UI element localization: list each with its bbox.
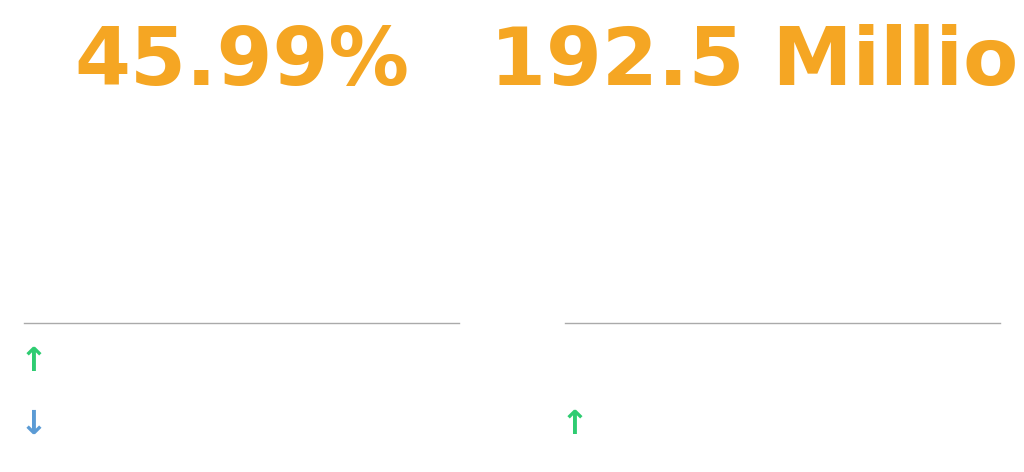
Text: ↑: ↑ [19, 345, 48, 378]
Text: acres of crops in U.S. are
experiencing drought
conditions this week.: acres of crops in U.S. are experiencing … [586, 189, 979, 295]
Text: 0.0%  since last week: 0.0% since last week [613, 346, 983, 376]
Text: ↑: ↑ [560, 408, 589, 441]
Text: 192.5 Million: 192.5 Million [489, 24, 1024, 101]
Text: 45.99%: 45.99% [74, 24, 410, 101]
Text: 1.8%  since last month: 1.8% since last month [613, 410, 1004, 439]
Text: 0.1%  since last week: 0.1% since last week [73, 346, 442, 376]
Text: of the U.S. and 55.01% of
the lower 48 states are in
drought this week.: of the U.S. and 55.01% of the lower 48 s… [40, 189, 443, 295]
Text: —: — [558, 345, 591, 378]
Text: ↓: ↓ [19, 408, 48, 441]
Text: 0.3%  since last month: 0.3% since last month [73, 410, 463, 439]
